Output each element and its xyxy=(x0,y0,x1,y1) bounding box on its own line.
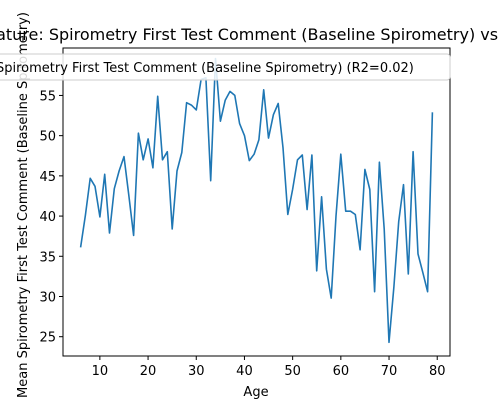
data-point xyxy=(99,216,101,218)
chart-title: Feature: Spirometry First Test Comment (… xyxy=(0,25,500,44)
data-point xyxy=(248,159,250,161)
data-point xyxy=(181,151,183,153)
data-point xyxy=(277,102,279,104)
data-point xyxy=(340,153,342,155)
data-point xyxy=(219,120,221,122)
data-point xyxy=(176,170,178,172)
x-tick-label: 20 xyxy=(140,364,157,379)
data-point xyxy=(89,177,91,179)
data-point xyxy=(210,180,212,182)
data-point xyxy=(157,95,159,97)
data-point xyxy=(311,154,313,156)
data-point xyxy=(104,173,106,175)
data-point xyxy=(171,228,173,230)
data-point xyxy=(79,246,81,248)
y-tick-label: 40 xyxy=(39,210,56,225)
data-point xyxy=(325,268,327,270)
y-tick-label: 55 xyxy=(39,89,56,104)
data-point xyxy=(316,270,318,272)
data-point xyxy=(287,213,289,215)
legend-box xyxy=(0,53,451,81)
x-tick-label: 40 xyxy=(236,364,253,379)
data-point xyxy=(402,184,404,186)
data-point xyxy=(412,151,414,153)
data-point xyxy=(398,221,400,223)
y-tick-label: 45 xyxy=(39,170,56,185)
data-point xyxy=(166,151,168,153)
data-point xyxy=(185,102,187,104)
data-point xyxy=(364,168,366,170)
data-point xyxy=(426,291,428,293)
data-point xyxy=(296,159,298,161)
data-point xyxy=(378,161,380,163)
data-point xyxy=(345,210,347,212)
data-point xyxy=(224,99,226,101)
data-point xyxy=(123,155,125,157)
data-point xyxy=(301,154,303,156)
legend: Spirometry First Test Comment (Baseline … xyxy=(0,53,451,81)
data-point xyxy=(393,286,395,288)
data-point xyxy=(354,213,356,215)
x-tick-label: 50 xyxy=(284,364,301,379)
data-point xyxy=(238,122,240,124)
data-point xyxy=(190,104,192,106)
data-point xyxy=(369,188,371,190)
data-point xyxy=(94,185,96,187)
x-tick-label: 70 xyxy=(381,364,398,379)
data-point xyxy=(388,341,390,343)
y-tick-label: 25 xyxy=(39,331,56,346)
data-point xyxy=(335,215,337,217)
data-point xyxy=(253,153,255,155)
x-axis-label: Age xyxy=(243,385,268,400)
data-point xyxy=(195,109,197,111)
data-point xyxy=(229,90,231,92)
data-point xyxy=(407,273,409,275)
data-point xyxy=(267,137,269,139)
y-tick-label: 30 xyxy=(39,290,56,305)
data-point xyxy=(113,188,115,190)
data-point xyxy=(320,196,322,198)
data-point xyxy=(234,94,236,96)
x-tick-label: 60 xyxy=(333,364,350,379)
data-point xyxy=(373,291,375,293)
data-point xyxy=(383,228,385,230)
data-point xyxy=(272,114,274,116)
series-line-0 xyxy=(79,57,434,344)
data-point xyxy=(142,159,144,161)
data-point xyxy=(422,271,424,273)
data-point xyxy=(306,208,308,210)
data-point xyxy=(263,89,265,91)
data-point xyxy=(330,297,332,299)
data-point xyxy=(291,188,293,190)
x-tick-label: 10 xyxy=(92,364,109,379)
data-point xyxy=(137,132,139,134)
data-point xyxy=(431,111,433,113)
data-point xyxy=(359,249,361,251)
data-point xyxy=(147,138,149,140)
legend-label: Spirometry First Test Comment (Baseline … xyxy=(0,61,414,76)
axes-frame xyxy=(62,47,451,357)
data-point xyxy=(152,167,154,169)
data-point xyxy=(128,194,130,196)
y-tick-label: 50 xyxy=(39,130,56,145)
x-tick-label: 30 xyxy=(188,364,205,379)
data-point xyxy=(161,159,163,161)
data-point xyxy=(417,253,419,255)
data-point xyxy=(258,139,260,141)
data-point xyxy=(118,170,120,172)
data-point xyxy=(243,135,245,137)
data-point xyxy=(282,147,284,149)
y-tick-label: 35 xyxy=(39,250,56,265)
plot-area: 10 20 30 40 50 60 70 80 25 30 35 40 45 50 55 xyxy=(39,47,451,379)
data-point xyxy=(349,210,351,212)
data-point xyxy=(108,232,110,234)
data-point xyxy=(132,234,134,236)
data-point xyxy=(84,214,86,216)
x-tick-label: 80 xyxy=(429,364,446,379)
y-axis-label: Mean Spirometry First Test Comment (Base… xyxy=(16,12,31,398)
